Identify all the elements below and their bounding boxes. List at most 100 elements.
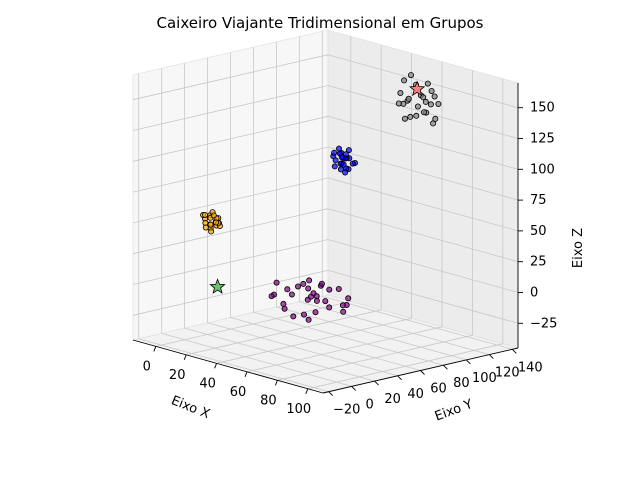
data-point (435, 101, 442, 108)
data-point (331, 163, 338, 170)
data-point (335, 285, 342, 292)
data-point (284, 286, 291, 293)
grid-line-z (132, 269, 329, 316)
data-point (340, 308, 347, 315)
y-tick-label: 20 (384, 392, 401, 407)
data-point (268, 293, 275, 300)
data-point (312, 309, 319, 316)
data-point (427, 101, 434, 108)
data-point (407, 72, 414, 79)
x-tick-label: 100 (286, 402, 311, 417)
grid-line-z (327, 54, 519, 109)
x-tick-mark (183, 354, 187, 360)
chart-title: Caixeiro Viajante Tridimensional em Grup… (156, 14, 483, 32)
data-point (332, 157, 339, 164)
x-tick-mark (214, 363, 218, 369)
y-tick-label: −20 (333, 403, 360, 418)
y-tick-label: 80 (453, 376, 470, 391)
data-point (342, 151, 349, 158)
data-point (313, 293, 320, 300)
x-tick-mark (305, 388, 309, 394)
x-tick-label: 0 (143, 359, 151, 374)
data-point (207, 221, 214, 228)
y-tick-label: 120 (495, 366, 520, 381)
y-tick-mark (488, 354, 494, 359)
grid-line-y (161, 333, 352, 387)
data-point (210, 212, 217, 219)
grid-line-z (132, 115, 329, 162)
data-point (290, 313, 297, 320)
y-tick-label: 40 (407, 387, 424, 402)
data-point (326, 304, 333, 311)
data-point (401, 77, 408, 84)
z-tick-label: 75 (530, 193, 547, 208)
data-point (424, 80, 431, 87)
data-point (338, 154, 345, 161)
data-point (305, 285, 312, 292)
y-tick-label: 0 (366, 397, 374, 412)
data-point (432, 115, 439, 122)
data-point (401, 115, 408, 122)
data-point (345, 295, 352, 302)
data-point (407, 113, 414, 120)
grid-line-y (230, 317, 421, 371)
y-tick-mark (420, 370, 425, 375)
data-point (300, 311, 307, 318)
data-point (345, 147, 352, 154)
x-axis-line (132, 339, 324, 394)
x-tick-label: 20 (169, 368, 186, 383)
y-tick-mark (466, 359, 471, 365)
y-tick-mark (511, 348, 517, 354)
grid-line-y (276, 306, 467, 361)
data-point (413, 112, 420, 119)
grid-line-y (253, 311, 444, 366)
data-point (337, 166, 344, 173)
data-point (342, 169, 349, 176)
data-point (395, 100, 402, 107)
z-tick-label: 150 (530, 101, 555, 116)
grid-line-y (207, 322, 398, 377)
grid-line-y (322, 295, 513, 350)
data-point (273, 279, 280, 286)
x-tick-label: 40 (199, 376, 216, 391)
data-point (428, 88, 435, 95)
x-tick-label: 60 (230, 385, 247, 400)
grid-line-y (299, 301, 490, 355)
data-point (322, 298, 329, 305)
y-tick-mark (351, 386, 357, 391)
data-point (431, 93, 438, 100)
z-tick-label: −25 (530, 316, 557, 331)
data-point (202, 224, 209, 231)
z-axis-label: Eixo Z (571, 228, 586, 268)
data-point (201, 211, 208, 218)
grid-lines (132, 31, 519, 393)
data-point (306, 277, 313, 284)
data-point (294, 283, 301, 290)
data-points (200, 72, 442, 323)
y-tick-label: 140 (518, 360, 543, 375)
data-point (305, 316, 312, 323)
y-tick-mark (328, 391, 334, 397)
y-tick-mark (443, 364, 448, 370)
grid-line-z (132, 54, 329, 101)
x-tick-mark (274, 380, 278, 386)
data-point (326, 286, 333, 293)
data-point (414, 103, 421, 110)
z-tick-label: 100 (530, 162, 555, 177)
star-marker (408, 80, 426, 97)
data-point (420, 94, 427, 101)
data-point (213, 219, 220, 226)
y-tick-mark (374, 380, 379, 386)
x-tick-mark (153, 346, 157, 352)
x-axis-label: Eixo X (169, 393, 212, 422)
data-point (318, 280, 325, 287)
y-tick-label: 100 (472, 371, 497, 386)
y-tick-label: 60 (430, 382, 447, 397)
data-point (397, 90, 404, 97)
grid-line-z (327, 239, 519, 293)
data-point (300, 280, 307, 287)
data-point (281, 305, 288, 312)
data-point (288, 291, 295, 298)
grid-line-z (327, 208, 519, 263)
